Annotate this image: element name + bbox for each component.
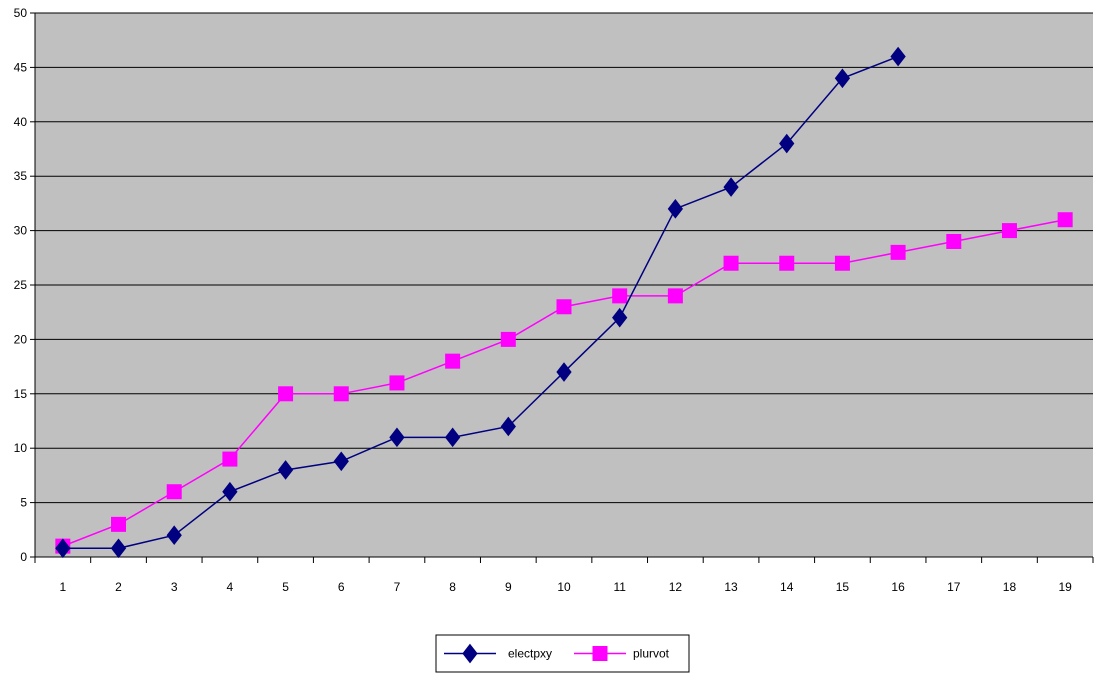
y-tick-label: 45 (14, 60, 28, 74)
data-point-plurvot (1001, 223, 1017, 239)
data-point-plurvot (389, 375, 405, 391)
x-tick-label: 7 (394, 580, 401, 594)
x-tick-label: 2 (115, 580, 122, 594)
y-tick-label: 50 (14, 6, 28, 20)
x-tick-label: 15 (836, 580, 850, 594)
legend-label-electpxy: electpxy (508, 647, 552, 661)
data-point-plurvot (278, 386, 294, 402)
data-point-plurvot (166, 484, 182, 500)
series-layer (55, 46, 1073, 559)
y-tick-label: 25 (14, 278, 28, 292)
data-point-electpxy (110, 538, 127, 559)
x-tick-label: 17 (947, 580, 961, 594)
data-point-plurvot (946, 233, 962, 249)
data-point-electpxy (612, 307, 628, 328)
series-electpxy (55, 46, 906, 559)
x-tick-label: 11 (613, 580, 626, 594)
x-tick-label: 18 (1003, 580, 1017, 594)
data-point-electpxy (667, 199, 684, 219)
x-tick-label: 13 (724, 580, 738, 594)
data-point-electpxy (222, 481, 238, 502)
data-point-electpxy (277, 460, 294, 480)
x-tick-label: 8 (449, 580, 456, 594)
x-tick-label: 6 (338, 580, 345, 594)
data-point-plurvot (445, 353, 461, 369)
y-tick-label: 40 (14, 115, 28, 129)
data-point-plurvot (556, 299, 572, 315)
x-tick-label: 12 (669, 580, 683, 594)
data-point-plurvot (890, 244, 906, 260)
data-point-plurvot (333, 386, 349, 402)
data-point-plurvot (834, 255, 850, 271)
y-tick-label: 30 (14, 224, 28, 238)
y-tick-label: 15 (14, 387, 28, 401)
data-point-electpxy (890, 46, 906, 67)
y-tick-label: 20 (14, 332, 28, 346)
data-point-electpxy (333, 451, 349, 472)
x-tick-label: 19 (1058, 580, 1072, 594)
data-point-electpxy (166, 525, 182, 546)
plot-area (35, 12, 1093, 558)
data-point-electpxy (779, 133, 795, 154)
legend-marker-plurvot (592, 646, 608, 661)
data-point-electpxy (389, 427, 405, 448)
data-point-plurvot (667, 288, 683, 304)
data-point-electpxy (444, 427, 461, 448)
series-line-electpxy (62, 55, 899, 550)
data-point-plurvot (723, 255, 739, 271)
legend: electpxy plurvot (435, 634, 690, 673)
x-tick-label: 10 (557, 580, 571, 594)
x-tick-label: 1 (59, 580, 66, 594)
data-point-plurvot (1057, 212, 1073, 228)
x-tick-label: 14 (780, 580, 794, 594)
data-point-electpxy (556, 362, 572, 382)
y-tick-label: 5 (20, 496, 27, 510)
legend-marker-electpxy (462, 643, 478, 664)
data-point-electpxy (834, 68, 851, 89)
x-tick-label: 9 (505, 580, 512, 594)
legend-label-plurvot: plurvot (633, 647, 670, 661)
y-tick-label: 10 (14, 441, 28, 455)
x-tick-label: 5 (282, 580, 289, 594)
data-point-plurvot (612, 288, 628, 304)
x-tick-label: 3 (171, 580, 178, 594)
data-point-electpxy (723, 177, 739, 197)
data-point-plurvot (111, 516, 127, 532)
y-tick-label: 35 (14, 169, 28, 183)
data-point-plurvot (222, 451, 238, 467)
x-tick-label: 16 (891, 580, 905, 594)
data-point-electpxy (500, 416, 516, 437)
data-point-electpxy (55, 538, 71, 559)
y-tick-label: 0 (20, 550, 27, 564)
x-tick-label: 4 (227, 580, 234, 594)
data-point-plurvot (779, 255, 795, 271)
data-point-plurvot (500, 331, 516, 347)
